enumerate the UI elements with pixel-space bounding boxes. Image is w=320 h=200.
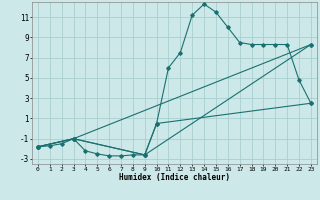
- X-axis label: Humidex (Indice chaleur): Humidex (Indice chaleur): [119, 173, 230, 182]
